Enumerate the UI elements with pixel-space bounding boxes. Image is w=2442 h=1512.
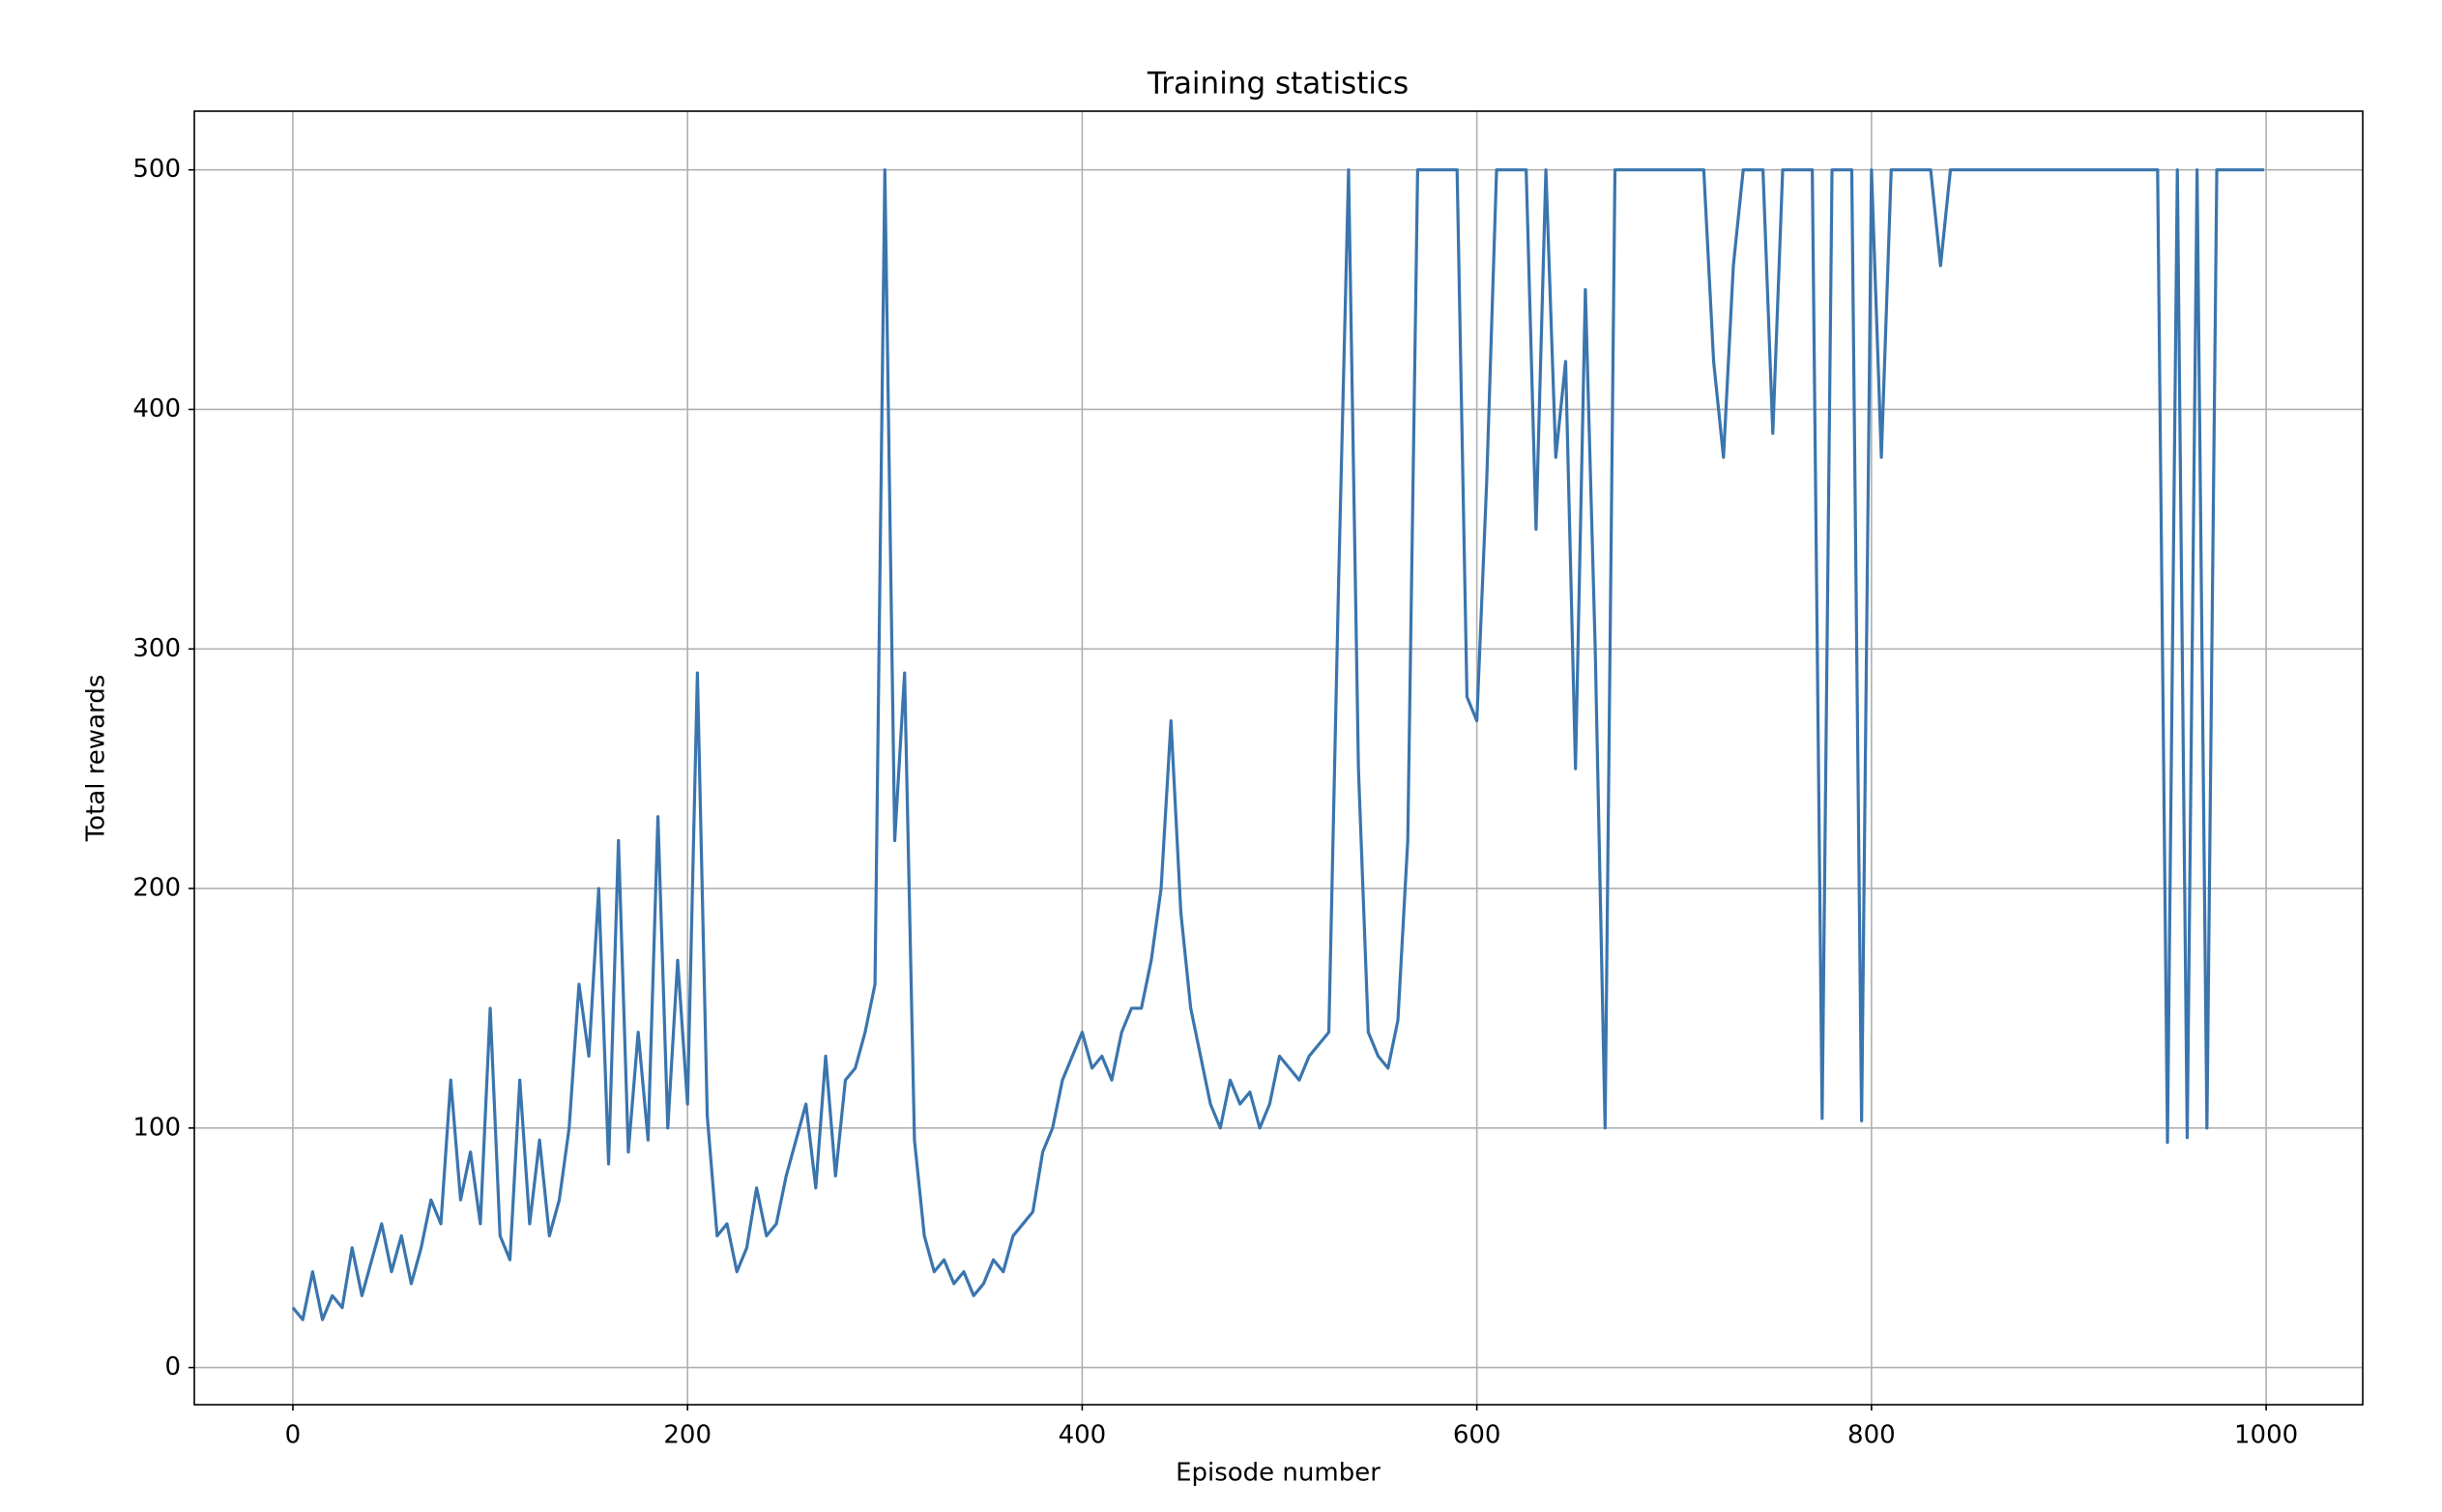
y-tick-label: 200 [132, 874, 181, 903]
x-tick-label: 0 [285, 1421, 302, 1450]
y-axis-label: Total rewards [82, 675, 111, 843]
y-tick-label: 400 [132, 394, 181, 423]
x-tick-label: 400 [1059, 1421, 1107, 1450]
data-line [291, 168, 2265, 1322]
plot-frame [193, 110, 2364, 1406]
y-tick-label: 500 [132, 155, 181, 184]
y-tick-label: 300 [132, 634, 181, 663]
y-tick-label: 0 [164, 1352, 181, 1381]
x-tick-label: 1000 [2234, 1421, 2298, 1450]
x-axis-label: Episode number [1176, 1459, 1381, 1488]
y-tick-label: 100 [132, 1113, 181, 1142]
x-tick-label: 600 [1453, 1421, 1501, 1450]
x-tick-label: 200 [663, 1421, 712, 1450]
chart-title: Training statistics [1147, 67, 1409, 102]
x-tick-label: 800 [1847, 1421, 1896, 1450]
